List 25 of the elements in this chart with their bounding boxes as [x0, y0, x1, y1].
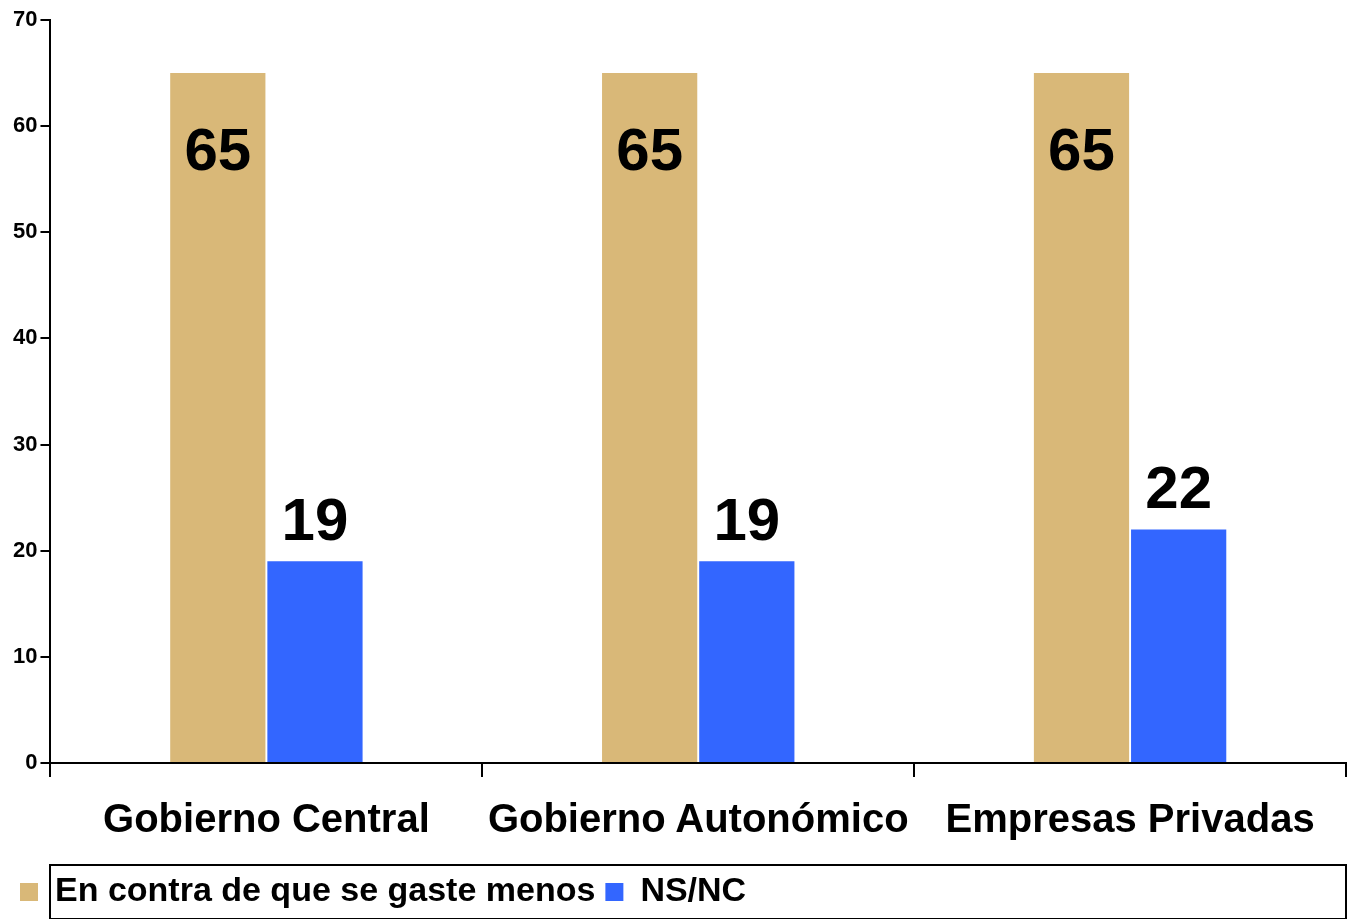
bar: [170, 73, 266, 762]
y-tick-label: 0: [25, 749, 38, 775]
y-tick-label: 40: [12, 324, 38, 350]
y-tick-label: 30: [12, 430, 38, 456]
y-tick-label: 60: [12, 112, 38, 138]
bar: [699, 561, 795, 762]
x-tick-label: Empresas Privadas: [945, 796, 1315, 841]
y-tick-label: 50: [12, 218, 38, 244]
bar: [1033, 73, 1130, 762]
bar: [602, 73, 698, 762]
y-tick-label: 70: [12, 6, 38, 32]
data-label: 65: [184, 115, 252, 183]
data-label: 19: [281, 485, 349, 553]
data-label: 19: [713, 485, 781, 553]
legend-label: En contra de que se gaste menos: [55, 870, 596, 909]
legend-label: NS/NC: [640, 870, 747, 909]
data-label: 22: [1145, 454, 1213, 522]
x-tick-label: Gobierno Central: [103, 796, 430, 841]
data-label: 65: [616, 115, 684, 183]
bar: [267, 561, 363, 762]
data-label: 65: [1048, 115, 1115, 183]
x-tick-label: Gobierno Autonómico: [487, 796, 909, 841]
y-tick-label: 10: [12, 642, 38, 668]
y-tick-label: 20: [12, 536, 38, 562]
bar: [1131, 529, 1227, 762]
